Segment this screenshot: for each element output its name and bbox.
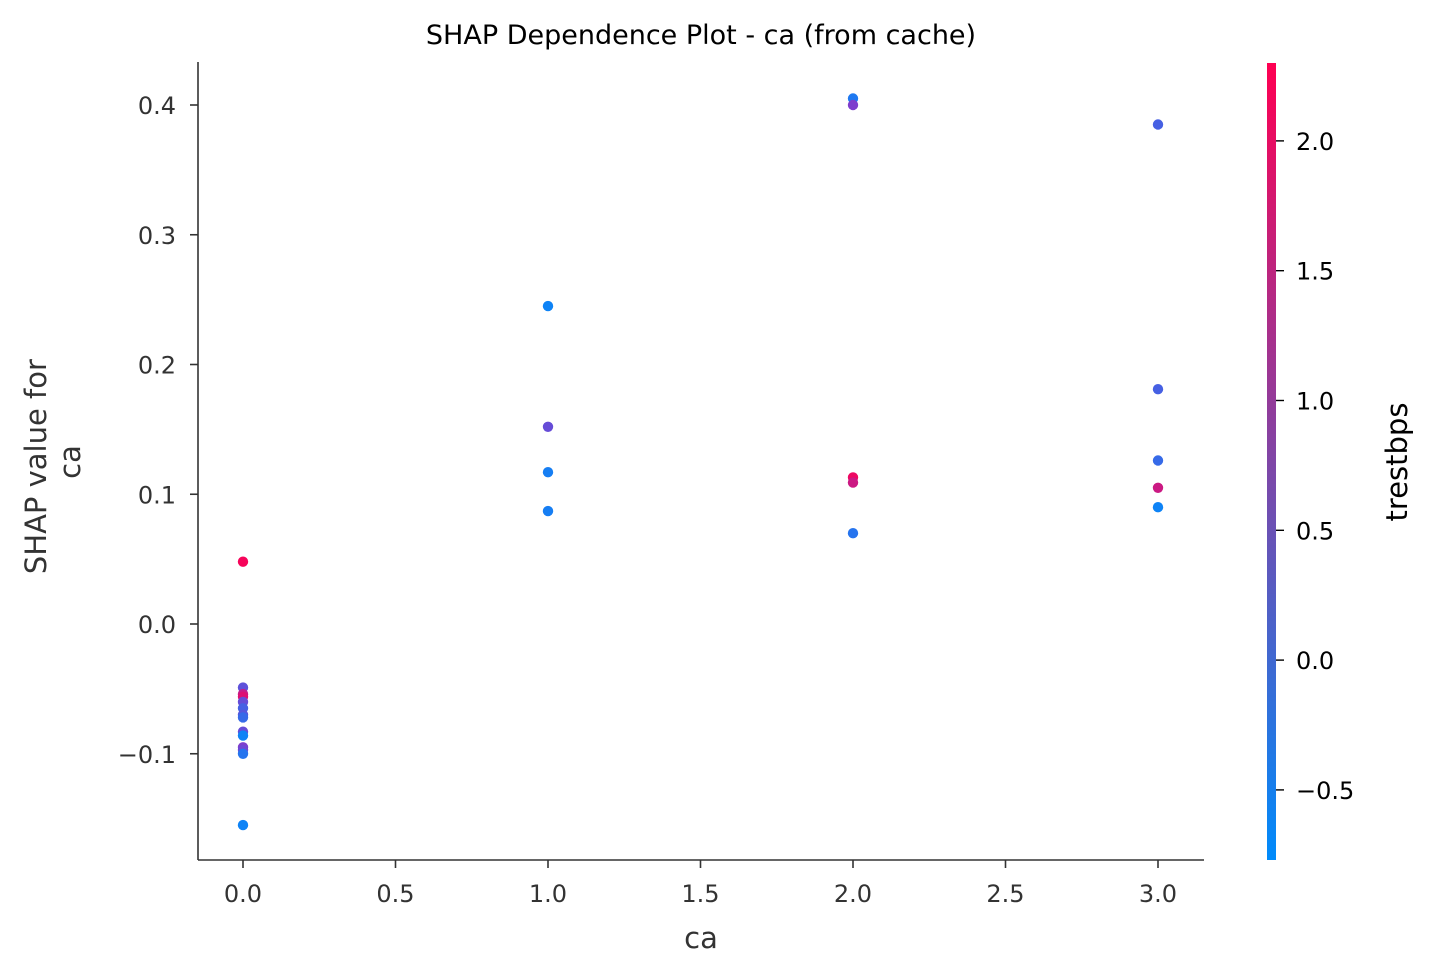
scatter-point-24	[1152, 384, 1164, 395]
y-tick-label-2: 0.1	[138, 481, 176, 509]
colorbar-tick-label-5: 2.0	[1296, 128, 1334, 156]
x-axis-ticks: 0.0 0.5 1.0 1.5 2.0 2.5 3.0	[224, 860, 1177, 908]
scatter-point-27	[1152, 502, 1164, 513]
y-tick-label-5: 0.4	[138, 92, 176, 120]
scatter-point-7	[237, 712, 249, 723]
y-axis-label: SHAP value for ca	[19, 350, 87, 574]
scatter-point-23	[1152, 119, 1164, 130]
plot-area	[237, 93, 1164, 831]
y-tick-label-0: −0.1	[118, 741, 176, 769]
colorbar-tick-label-2: 0.5	[1296, 517, 1334, 545]
scatter-point-25	[1152, 455, 1164, 466]
scatter-point-22	[847, 528, 859, 539]
scatter-point-0	[237, 556, 249, 567]
scatter-point-14	[542, 300, 554, 312]
x-tick-label-6: 3.0	[1139, 880, 1177, 908]
colorbar-tick-label-0: −0.5	[1296, 777, 1354, 805]
colorbar-tick-label-1: 0.0	[1296, 647, 1334, 675]
scatter-point-9	[237, 730, 249, 741]
y-tick-label-3: 0.2	[138, 352, 176, 380]
y-tick-label-1: 0.0	[138, 611, 176, 639]
chart-title: SHAP Dependence Plot - ca (from cache)	[426, 20, 976, 51]
scatter-point-26	[1152, 482, 1164, 493]
x-tick-label-0: 0.0	[224, 880, 262, 908]
y-axis-label-line-1: SHAP value for	[19, 359, 53, 574]
scatter-point-12	[237, 748, 249, 759]
scatter-point-15	[542, 421, 554, 432]
y-axis-ticks: −0.1 0.0 0.1 0.2 0.3 0.4	[118, 92, 198, 769]
x-tick-label-1: 0.5	[376, 880, 414, 908]
colorbar-tick-label-4: 1.5	[1296, 258, 1334, 286]
colorbar	[1267, 63, 1276, 860]
scatter-point-21	[847, 477, 859, 488]
colorbar-ticks: −0.5 0.0 0.5 1.0 1.5 2.0	[1276, 128, 1354, 805]
x-axis-label: ca	[684, 921, 718, 955]
scatter-point-19	[847, 99, 859, 111]
x-tick-label-3: 1.5	[681, 880, 719, 908]
scatter-point-16	[542, 467, 554, 478]
scatter-point-17	[542, 505, 554, 517]
x-tick-label-2: 1.0	[529, 880, 567, 908]
colorbar-tick-label-3: 1.0	[1296, 387, 1334, 415]
colorbar-label: trestbps	[1380, 403, 1414, 522]
y-axis-label-line-2: ca	[53, 445, 87, 479]
scatter-point-13	[237, 819, 249, 831]
y-tick-label-4: 0.3	[138, 222, 176, 250]
x-tick-label-5: 2.5	[986, 880, 1024, 908]
x-tick-label-4: 2.0	[834, 880, 872, 908]
